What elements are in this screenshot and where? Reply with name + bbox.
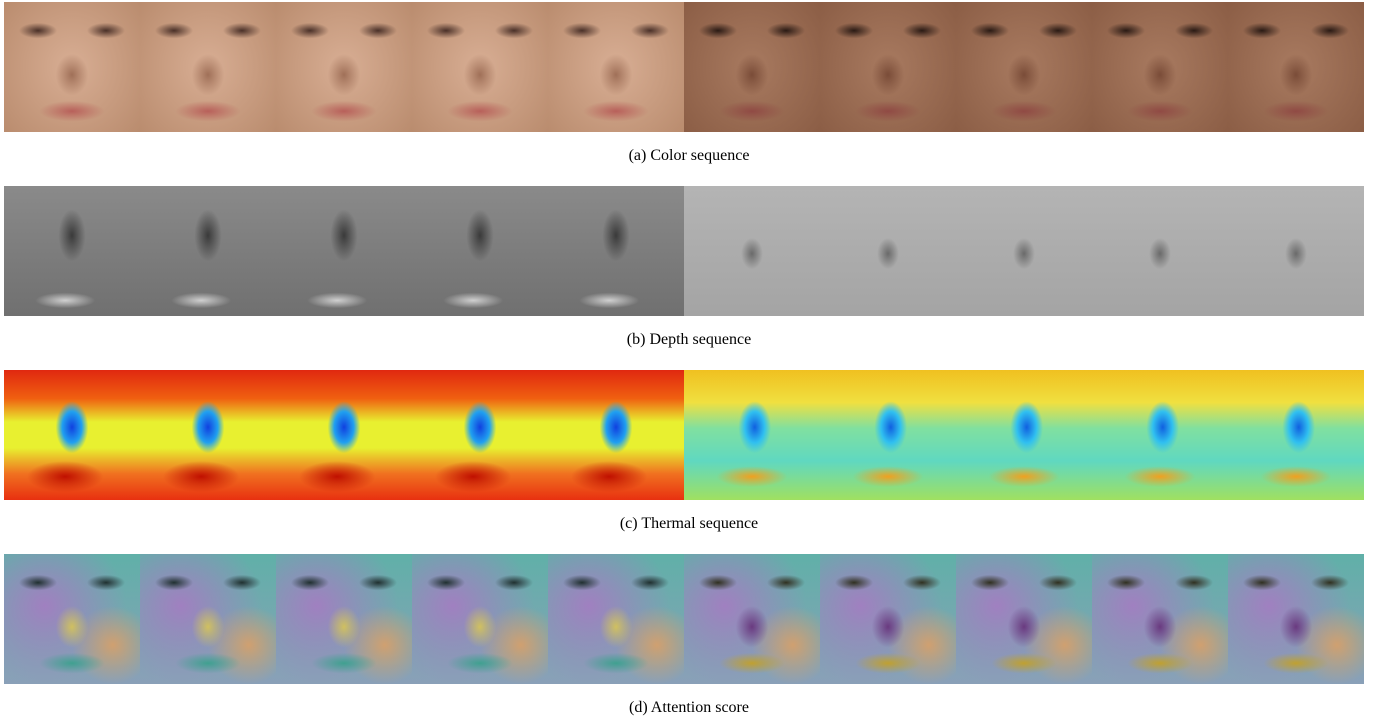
face-image xyxy=(4,370,140,500)
face-image xyxy=(276,370,412,500)
face-image xyxy=(412,186,548,316)
face-image xyxy=(412,554,548,684)
attention-strip xyxy=(4,554,1364,684)
face-image xyxy=(684,554,820,684)
caption: (d) Attention score xyxy=(0,699,1378,717)
face-image xyxy=(4,186,140,316)
face-image xyxy=(548,2,684,132)
face-image xyxy=(276,186,412,316)
face-image xyxy=(4,554,140,684)
face-image xyxy=(4,2,140,132)
face-image xyxy=(548,554,684,684)
depth-strip xyxy=(4,186,1364,316)
face-image xyxy=(820,370,956,500)
face-image xyxy=(548,370,684,500)
face-image xyxy=(1092,370,1228,500)
face-image xyxy=(140,2,276,132)
thermal-strip xyxy=(4,370,1364,500)
caption: (c) Thermal sequence xyxy=(0,515,1378,533)
face-image xyxy=(276,554,412,684)
face-image xyxy=(1092,554,1228,684)
face-image xyxy=(276,2,412,132)
face-image xyxy=(1228,186,1364,316)
face-image xyxy=(140,186,276,316)
face-image xyxy=(412,2,548,132)
face-image xyxy=(1228,370,1364,500)
face-image xyxy=(140,370,276,500)
face-image xyxy=(820,2,956,132)
face-image xyxy=(956,370,1092,500)
face-image xyxy=(412,370,548,500)
face-image xyxy=(1228,2,1364,132)
color-strip xyxy=(4,2,1364,132)
face-image xyxy=(956,2,1092,132)
face-image xyxy=(684,370,820,500)
face-image xyxy=(1228,554,1364,684)
caption: (a) Color sequence xyxy=(0,147,1378,165)
face-image xyxy=(684,186,820,316)
face-image xyxy=(1092,186,1228,316)
face-image xyxy=(548,186,684,316)
face-image xyxy=(956,186,1092,316)
face-image xyxy=(820,186,956,316)
figure: (a) Color sequence (b) Depth sequence (c… xyxy=(0,0,1378,723)
face-image xyxy=(956,554,1092,684)
caption: (b) Depth sequence xyxy=(0,331,1378,349)
face-image xyxy=(140,554,276,684)
face-image xyxy=(1092,2,1228,132)
face-image xyxy=(820,554,956,684)
face-image xyxy=(684,2,820,132)
